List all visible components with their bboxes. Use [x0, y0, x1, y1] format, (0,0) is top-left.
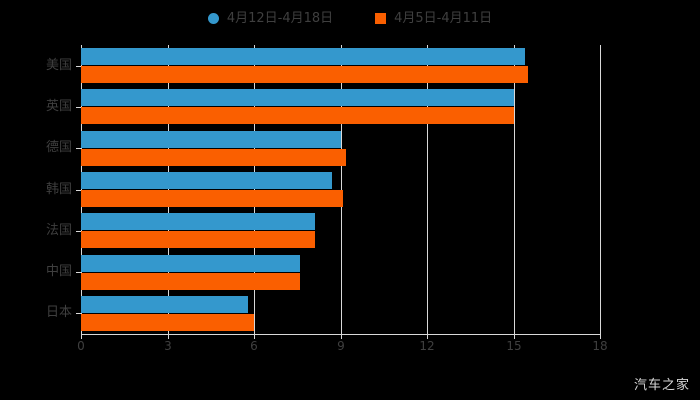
x-tick-label: 12	[419, 339, 435, 353]
y-tick-mark	[76, 107, 81, 108]
y-axis-label: 德国	[45, 140, 72, 156]
y-tick-mark	[76, 66, 81, 67]
bar[interactable]	[81, 107, 514, 125]
y-tick-mark	[76, 272, 81, 273]
gridline	[341, 45, 342, 334]
y-tick-mark	[76, 313, 81, 314]
y-axis-label: 韩国	[45, 181, 72, 197]
y-axis-label: 美国	[45, 57, 72, 73]
y-axis-label: 法国	[45, 222, 72, 238]
x-tick-label: 9	[337, 339, 345, 353]
bar[interactable]	[81, 213, 315, 231]
gridline	[427, 45, 428, 334]
x-tick-label: 6	[250, 339, 258, 353]
bar-group	[81, 254, 600, 290]
bar[interactable]	[81, 130, 341, 148]
y-axis-label: 中国	[45, 264, 72, 280]
bar[interactable]	[81, 190, 344, 207]
bar-group	[81, 295, 600, 331]
x-tick-mark	[600, 334, 601, 339]
bar[interactable]	[81, 172, 332, 189]
x-tick-label: 0	[77, 339, 85, 353]
legend-label-series-1: 4月12日-4月18日	[226, 10, 334, 26]
y-tick-mark	[76, 148, 81, 149]
bar[interactable]	[81, 254, 301, 272]
gridline	[81, 45, 82, 334]
plot-area	[81, 45, 601, 334]
x-tick-mark	[254, 334, 255, 339]
chart-legend: 4月12日-4月18日 4月5日-4月11日	[0, 6, 700, 30]
square-marker-icon	[375, 12, 387, 24]
x-tick-mark	[81, 334, 82, 339]
bar[interactable]	[81, 48, 526, 66]
y-tick-mark	[76, 231, 81, 232]
x-tick-label: 15	[506, 339, 522, 353]
legend-item-series-2[interactable]: 4月5日-4月11日	[375, 12, 492, 25]
x-tick-label: 18	[592, 339, 608, 353]
bar[interactable]	[81, 66, 528, 84]
circle-marker-icon	[207, 12, 219, 24]
x-tick-mark	[168, 334, 169, 339]
legend-label-series-2: 4月5日-4月11日	[394, 10, 493, 26]
gridline	[514, 45, 515, 334]
x-tick-mark	[341, 334, 342, 339]
x-tick-mark	[514, 334, 515, 339]
y-axis-label: 英国	[45, 98, 72, 114]
bar-group	[81, 130, 600, 166]
bar[interactable]	[81, 231, 315, 249]
bar-group	[81, 172, 600, 207]
bar-group	[81, 89, 600, 125]
gridline	[254, 45, 255, 334]
legend-item-series-1[interactable]: 4月12日-4月18日	[207, 10, 334, 26]
bar-group	[81, 48, 600, 84]
bar[interactable]	[81, 313, 254, 331]
bar[interactable]	[81, 89, 514, 107]
y-tick-mark	[76, 190, 81, 191]
bar-group	[81, 213, 600, 249]
bar[interactable]	[81, 148, 347, 166]
y-axis-label: 日本	[45, 305, 72, 321]
bar[interactable]	[81, 295, 249, 313]
gridline	[600, 45, 601, 334]
watermark: 汽车之家	[633, 378, 690, 393]
gridline	[168, 45, 169, 334]
bar[interactable]	[81, 272, 301, 290]
x-tick-mark	[427, 334, 428, 339]
x-tick-label: 3	[164, 339, 172, 353]
